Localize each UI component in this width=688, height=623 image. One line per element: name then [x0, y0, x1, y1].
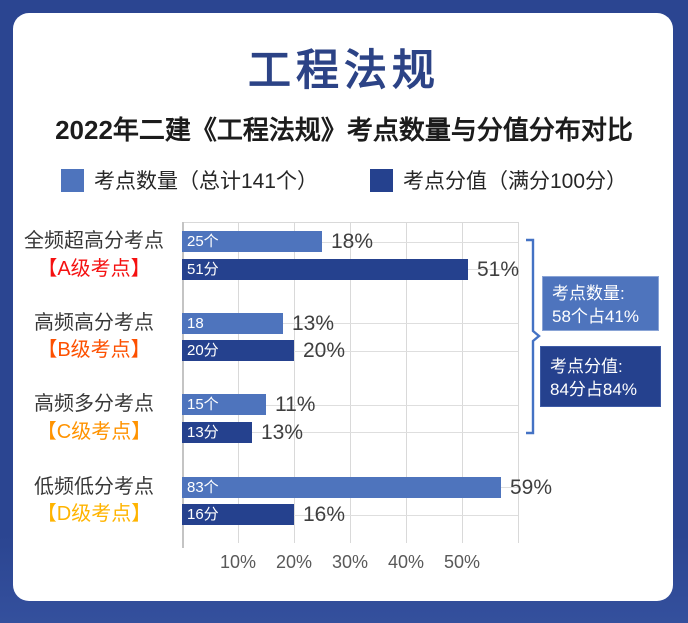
count-bar: 18 — [182, 312, 283, 334]
gridline-horizontal — [182, 404, 518, 406]
gridline-horizontal — [182, 241, 518, 243]
category-label: 高频高分考点 — [34, 311, 154, 334]
count-bar-value-label: 25个 — [187, 233, 219, 250]
y-axis-line — [182, 222, 184, 548]
legend-label-count: 考点数量（总计141个） — [93, 170, 318, 193]
gridline-horizontal — [182, 432, 518, 433]
gridline-horizontal — [182, 514, 518, 516]
count-bar-pct-label: 11% — [275, 393, 316, 416]
gridline-vertical — [238, 222, 239, 543]
score-bar: 20分 — [182, 340, 294, 361]
score-series-swatch — [370, 168, 393, 192]
gridline-horizontal — [182, 323, 518, 324]
gridline-vertical — [406, 222, 407, 543]
score-bar: 13分 — [182, 421, 252, 443]
legend-item-count: 考点数量（总计141个） — [60, 165, 318, 195]
score-bar: 16分 — [182, 504, 294, 525]
count-bar-pct-label: 18% — [331, 230, 374, 253]
category-grade-label: 【D级考点】 — [36, 503, 152, 525]
gridline-vertical — [350, 222, 351, 543]
score-summary-line1: 考点分值: — [550, 357, 623, 376]
legend-label-score: 考点分值（满分100分） — [403, 170, 628, 193]
x-axis-tick-label: 40% — [387, 552, 425, 572]
count-bar-value-label: 18 — [187, 314, 204, 332]
score-summary-badge: 考点分值: 84分占84% — [540, 346, 661, 407]
score-bar-pct-label: 20% — [303, 339, 346, 362]
category-grade-label: 【A级考点】 — [37, 257, 151, 280]
chart-subtitle: 2022年二建《工程法规》考点数量与分值分布对比 — [55, 115, 633, 145]
count-bar-value-label: 83个 — [187, 478, 219, 496]
score-bar-value-label: 51分 — [187, 260, 219, 278]
score-summary-line2: 84分占84% — [550, 380, 637, 399]
x-axis-tick-label: 20% — [275, 552, 313, 572]
category-label: 全频超高分考点 — [24, 230, 164, 252]
legend-item-score: 考点分值（满分100分） — [370, 165, 627, 195]
category-label: 低频低分考点 — [34, 475, 154, 498]
score-bar-value-label: 13分 — [187, 423, 219, 441]
gridline-horizontal — [182, 350, 518, 352]
page-title: 工程法规 — [248, 47, 440, 95]
x-axis-tick-label: 30% — [331, 552, 369, 572]
gridline-vertical — [518, 222, 519, 543]
score-bar: 51分 — [182, 258, 468, 280]
category-label: 高频多分考点 — [34, 393, 154, 415]
category-grade-label: 【B级考点】 — [37, 339, 151, 361]
count-summary-badge: 考点数量: 58个占41% — [542, 276, 659, 331]
count-summary-line2: 58个占41% — [552, 307, 639, 326]
count-summary-line1: 考点数量: — [552, 284, 625, 303]
count-bar-value-label: 15个 — [187, 396, 219, 413]
x-axis-tick-label: 50% — [443, 552, 481, 572]
score-bar-value-label: 16分 — [187, 506, 219, 523]
score-bar-pct-label: 16% — [303, 503, 346, 526]
count-series-swatch — [60, 168, 84, 192]
score-bar-pct-label: 51% — [477, 257, 520, 281]
legend: 考点数量（总计141个） 考点分值（满分100分） — [0, 165, 688, 195]
score-bar-pct-label: 13% — [261, 420, 304, 444]
count-bar: 83个 — [182, 476, 501, 498]
x-axis-tick-label: 10% — [219, 552, 257, 572]
count-bar-pct-label: 13% — [292, 311, 335, 335]
gridline-vertical — [294, 222, 295, 543]
count-bar: 15个 — [182, 394, 266, 415]
bracket-annotation — [526, 238, 541, 435]
score-bar-value-label: 20分 — [187, 342, 219, 359]
gridline-vertical — [462, 222, 463, 543]
category-grade-label: 【C级考点】 — [36, 420, 152, 443]
count-bar: 25个 — [182, 231, 322, 252]
count-bar-pct-label: 59% — [510, 475, 553, 499]
plot-top-border — [182, 222, 518, 223]
